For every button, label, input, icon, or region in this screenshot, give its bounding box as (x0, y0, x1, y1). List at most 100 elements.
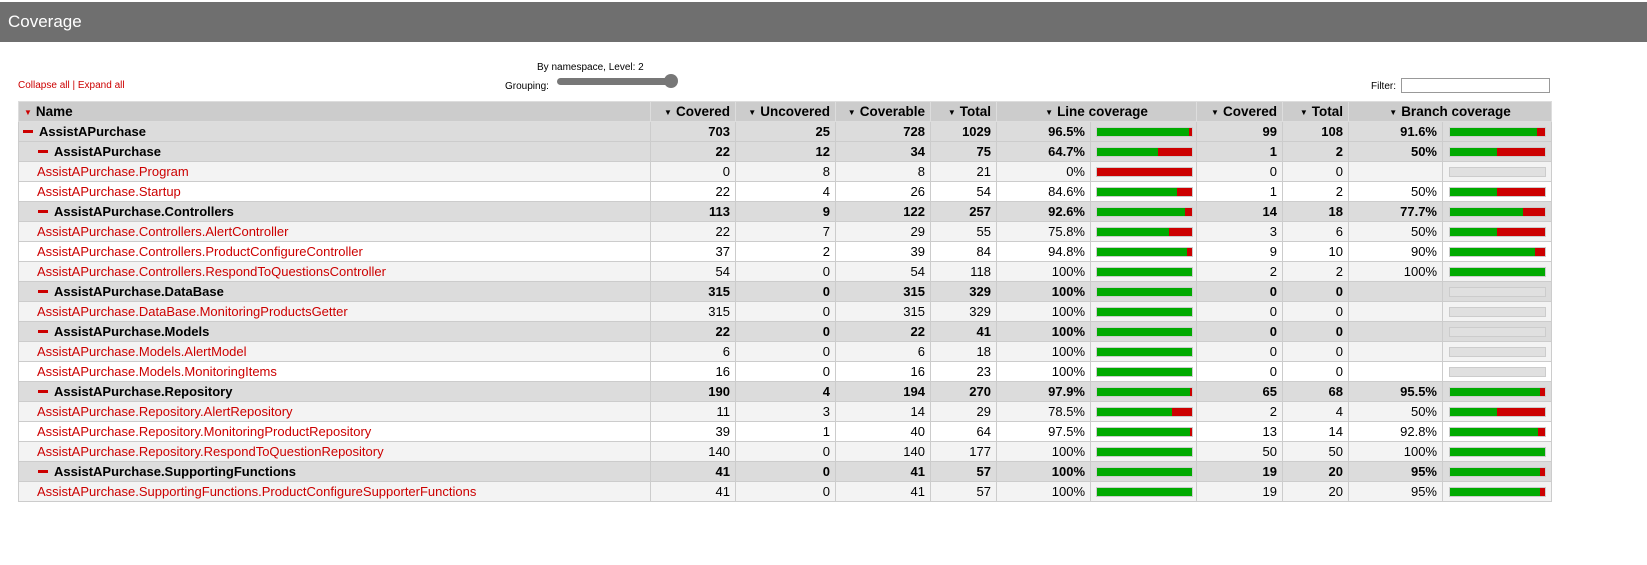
branch-coverage-bar (1448, 206, 1546, 217)
class-link[interactable]: AssistAPurchase.Controllers.ProductConfi… (37, 244, 363, 259)
uncovered-cell: 4 (735, 181, 836, 202)
line-coverage-percent: 97.5% (996, 421, 1091, 442)
sort-icon: ▼ (947, 108, 956, 117)
branch-coverage-percent (1348, 161, 1443, 182)
column-header-branch-total[interactable]: ▼ Total (1282, 101, 1349, 122)
class-link[interactable]: AssistAPurchase.Models.MonitoringItems (37, 364, 277, 379)
branch-covered-cell: 14 (1196, 201, 1283, 222)
class-link[interactable]: AssistAPurchase.Models.AlertModel (37, 344, 247, 359)
grouping-level-label: By namespace, Level: 2 (537, 62, 644, 73)
name-cell: AssistAPurchase.Program (18, 161, 651, 182)
branch-coverage-bar-fill (1449, 147, 1497, 156)
class-link[interactable]: AssistAPurchase.DataBase.MonitoringProdu… (37, 304, 348, 319)
branch-coverage-percent: 50% (1348, 141, 1443, 162)
branch-covered-cell: 0 (1196, 281, 1283, 302)
uncovered-cell: 0 (735, 441, 836, 462)
name-cell: AssistAPurchase.Repository (18, 381, 651, 402)
name-cell: AssistAPurchase.DataBase.MonitoringProdu… (18, 301, 651, 322)
branch-coverage-bar (1448, 486, 1546, 497)
branch-coverage-bar (1448, 366, 1546, 377)
class-link[interactable]: AssistAPurchase.Controllers.AlertControl… (37, 224, 289, 239)
covered-cell: 703 (650, 121, 736, 142)
collapse-icon[interactable] (38, 150, 48, 154)
branch-total-cell: 20 (1282, 461, 1349, 482)
branch-coverage-bar (1448, 466, 1546, 477)
class-link[interactable]: AssistAPurchase.Controllers.RespondToQue… (37, 264, 386, 279)
collapse-icon[interactable] (38, 330, 48, 334)
branch-coverage-percent (1348, 361, 1443, 382)
coverable-cell: 29 (835, 221, 931, 242)
column-header-name[interactable]: ▼ Name (18, 101, 651, 122)
line-coverage-percent: 100% (996, 441, 1091, 462)
line-coverage-bar-fill (1097, 347, 1192, 356)
total-cell: 270 (930, 381, 997, 402)
controls-separator: | (72, 80, 76, 91)
line-coverage-bar-fill (1097, 207, 1185, 216)
line-coverage-bar-fill (1097, 127, 1189, 136)
covered-cell: 22 (650, 141, 736, 162)
collapse-icon[interactable] (38, 290, 48, 294)
line-coverage-bar-fill (1097, 227, 1169, 236)
line-coverage-bar-cell (1090, 281, 1197, 302)
branch-total-cell: 2 (1282, 181, 1349, 202)
column-header-coverable[interactable]: ▼ Coverable (835, 101, 931, 122)
branch-covered-cell: 99 (1196, 121, 1283, 142)
column-header-uncovered[interactable]: ▼ Uncovered (735, 101, 836, 122)
branch-total-cell: 2 (1282, 261, 1349, 282)
filter-input[interactable] (1401, 78, 1550, 93)
uncovered-cell: 0 (735, 321, 836, 342)
class-link[interactable]: AssistAPurchase.Repository.RespondToQues… (37, 444, 384, 459)
uncovered-cell: 0 (735, 341, 836, 362)
name-cell: AssistAPurchase.Controllers.RespondToQue… (18, 261, 651, 282)
name-cell: AssistAPurchase.Models.MonitoringItems (18, 361, 651, 382)
branch-total-cell: 50 (1282, 441, 1349, 462)
line-coverage-percent: 0% (996, 161, 1091, 182)
line-coverage-bar-fill (1097, 187, 1178, 196)
line-coverage-bar-fill (1097, 387, 1190, 396)
column-header-line-coverage[interactable]: ▼ Line coverage (996, 101, 1197, 122)
namespace-name: AssistAPurchase.SupportingFunctions (54, 464, 296, 479)
line-coverage-bar (1096, 146, 1193, 157)
uncovered-cell: 0 (735, 481, 836, 502)
class-link[interactable]: AssistAPurchase.Program (37, 164, 189, 179)
branch-covered-cell: 13 (1196, 421, 1283, 442)
branch-coverage-bar (1448, 326, 1546, 337)
branch-coverage-bar-fill (1449, 207, 1524, 216)
line-coverage-bar (1096, 186, 1193, 197)
grouping-slider[interactable] (557, 78, 673, 85)
class-link[interactable]: AssistAPurchase.Repository.AlertReposito… (37, 404, 293, 419)
line-coverage-bar-fill (1097, 467, 1192, 476)
branch-covered-cell: 0 (1196, 361, 1283, 382)
line-coverage-bar-cell (1090, 201, 1197, 222)
line-coverage-bar (1096, 466, 1193, 477)
collapse-icon[interactable] (38, 470, 48, 474)
grouping-slider-handle[interactable] (664, 74, 678, 88)
branch-coverage-bar (1448, 186, 1546, 197)
collapse-all-link[interactable]: Collapse all (18, 80, 70, 91)
uncovered-cell: 4 (735, 381, 836, 402)
branch-total-cell: 18 (1282, 201, 1349, 222)
column-header-total[interactable]: ▼ Total (930, 101, 997, 122)
class-link[interactable]: AssistAPurchase.Startup (37, 184, 181, 199)
branch-coverage-bar-fill (1449, 187, 1497, 196)
column-header-branch-covered[interactable]: ▼ Covered (1196, 101, 1283, 122)
branch-total-cell: 0 (1282, 301, 1349, 322)
class-link[interactable]: AssistAPurchase.Repository.MonitoringPro… (37, 424, 372, 439)
collapse-icon[interactable] (23, 130, 33, 134)
coverable-cell: 41 (835, 461, 931, 482)
column-header-branch-coverage[interactable]: ▼ Branch coverage (1347, 101, 1553, 122)
column-header-covered[interactable]: ▼ Covered (650, 101, 736, 122)
class-link[interactable]: AssistAPurchase.SupportingFunctions.Prod… (37, 484, 477, 499)
collapse-icon[interactable] (38, 210, 48, 214)
expand-all-link[interactable]: Expand all (77, 80, 125, 91)
collapse-icon[interactable] (38, 390, 48, 394)
line-coverage-percent: 100% (996, 481, 1091, 502)
total-cell: 57 (930, 461, 997, 482)
namespace-row: AssistAPurchase.Repository 190 4 194 270 97.9… (18, 381, 1553, 402)
uncovered-cell: 0 (735, 281, 836, 302)
branch-total-cell: 6 (1282, 221, 1349, 242)
class-row: AssistAPurchase.Program 0 8 8 21 0% 0 0 (18, 161, 1553, 182)
namespace-name: AssistAPurchase.DataBase (54, 284, 224, 299)
covered-cell: 11 (650, 401, 736, 422)
branch-coverage-percent: 100% (1348, 261, 1443, 282)
